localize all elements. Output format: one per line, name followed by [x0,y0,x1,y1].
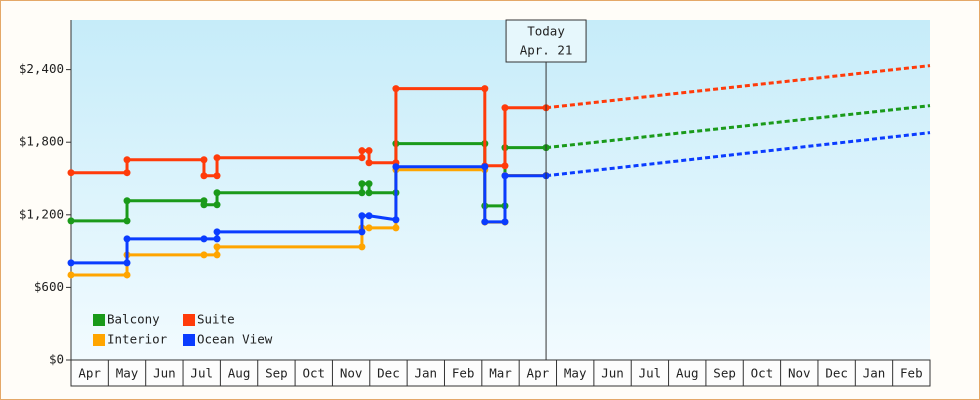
price-point [123,197,131,205]
price-point [501,104,509,112]
today-box [505,19,587,63]
x-tick-label: Dec [825,366,848,381]
y-tick-label: $600 [34,279,64,294]
x-tick-label: Apr [527,366,550,381]
legend-swatch [183,334,195,346]
projection-line [545,131,931,178]
x-tick-label: Nov [788,366,811,381]
price-point [213,228,221,236]
price-point [123,217,131,225]
x-tick-label: Aug [228,366,251,381]
price-point [358,154,366,162]
price-line [71,165,547,265]
x-tick-label: Nov [340,366,363,381]
price-point [213,243,221,251]
x-tick-label: Sep [265,366,288,381]
price-point [365,189,373,197]
price-point [501,162,509,170]
price-point [213,154,221,162]
legend-swatch [93,314,105,326]
price-point [392,85,400,93]
price-point [213,172,221,180]
price-point [200,156,208,164]
price-point [213,201,221,209]
today-label: Apr. 21 [520,43,573,58]
projection-line [545,104,931,150]
price-point [481,163,489,171]
price-point [123,235,131,243]
price-point [200,251,208,259]
price-point [365,180,373,188]
x-axis-band [70,359,931,387]
price-point [358,189,366,197]
price-point [213,251,221,259]
price-point [200,235,208,243]
plot-area [71,20,930,360]
price-point [392,163,400,171]
price-point [365,147,373,155]
x-tick-label: Apr [78,366,101,381]
price-point [365,224,373,232]
x-tick-label: May [116,366,139,381]
x-tick-label: Oct [751,366,774,381]
x-tick-label: Jan [863,366,886,381]
price-point [200,201,208,209]
y-tick-label: $1,800 [19,134,64,149]
price-point [365,212,373,220]
price-point [501,172,509,180]
x-tick-label: Jun [153,366,176,381]
price-point [481,218,489,226]
price-point [67,169,75,177]
price-point [365,159,373,167]
x-tick-label: Jan [415,366,438,381]
price-point [123,259,131,267]
price-point [392,224,400,232]
price-point [200,172,208,180]
legend-swatch [93,334,105,346]
price-point [213,189,221,197]
x-tick-label: Jun [601,366,624,381]
price-point [123,271,131,279]
x-tick-label: Feb [900,366,923,381]
price-point [358,212,366,220]
price-point [67,217,75,225]
price-point [358,243,366,251]
x-tick-label: Oct [302,366,325,381]
legend-label: Suite [197,312,235,327]
price-point [392,216,400,224]
price-point [67,259,75,267]
y-tick-label: $0 [49,352,64,367]
price-point [501,218,509,226]
price-point [213,235,221,243]
price-point [67,271,75,279]
x-tick-label: Feb [452,366,475,381]
x-tick-label: Mar [489,366,512,381]
price-point [358,147,366,155]
x-tick-label: Jul [190,366,213,381]
x-tick-label: May [564,366,587,381]
price-point [481,85,489,93]
price-point [123,156,131,164]
price-point [358,228,366,236]
legend-label: Ocean View [197,332,273,347]
legend-label: Interior [107,332,168,347]
price-point [123,169,131,177]
projection-line [545,64,931,110]
x-tick-label: Aug [676,366,699,381]
price-point [358,180,366,188]
y-tick-label: $2,400 [19,61,64,76]
legend-label: Balcony [107,312,160,327]
x-tick-label: Dec [377,366,400,381]
today-label: Today [527,24,565,39]
y-tick-label: $1,200 [19,206,64,221]
x-tick-label: Jul [639,366,662,381]
legend-swatch [183,314,195,326]
x-tick-label: Sep [713,366,736,381]
